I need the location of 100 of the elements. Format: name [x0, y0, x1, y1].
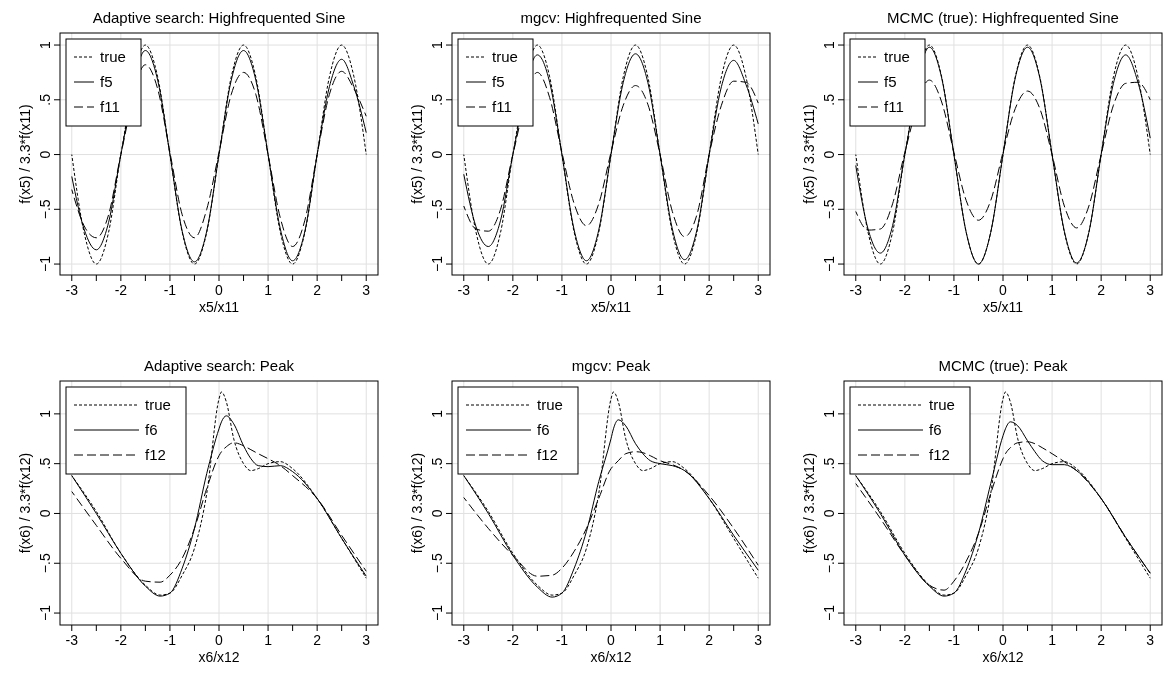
chart-title: MCMC (true): Highfrequented Sine	[887, 9, 1119, 26]
y-axis-title: f(x5) / 3.3*f(x11)	[17, 104, 33, 204]
x-tick-label: -2	[898, 282, 912, 298]
y-tick-label: 0	[821, 150, 837, 159]
x-tick-label: -1	[163, 632, 177, 648]
y-tick-label: −.5	[429, 199, 445, 220]
y-tick-label: 1	[37, 40, 53, 49]
x-tick-label: 0	[999, 282, 1008, 298]
y-tick-label: .5	[821, 457, 837, 470]
x-axis-title: x6/x12	[198, 649, 240, 665]
x-tick-label: -2	[898, 632, 912, 648]
legend-label: true	[929, 396, 955, 413]
y-tick-label: −1	[37, 255, 53, 273]
legend-label: f11	[100, 98, 120, 115]
y-tick-label: .5	[429, 457, 445, 470]
x-tick-label: 0	[607, 282, 616, 298]
y-axis-title: f(x5) / 3.3*f(x11)	[409, 104, 425, 204]
x-tick-label: -2	[506, 282, 520, 298]
y-tick-label: 1	[37, 409, 53, 418]
x-tick-label: 3	[362, 282, 371, 298]
legend-label: f6	[537, 421, 550, 438]
x-axis-title: x5/x11	[982, 299, 1024, 315]
x-axis-title: x6/x12	[590, 649, 632, 665]
y-tick-label: 1	[821, 40, 837, 49]
y-tick-label: −.5	[821, 199, 837, 220]
y-axis-title: f(x5) / 3.3*f(x11)	[801, 104, 817, 204]
legend-label: true	[492, 48, 518, 65]
x-tick-label: 1	[656, 282, 665, 298]
legend-label: f12	[145, 446, 166, 463]
x-axis-title: x6/x12	[982, 649, 1024, 665]
y-tick-label: −.5	[821, 553, 837, 574]
x-tick-label: -2	[114, 282, 128, 298]
y-tick-label: .5	[37, 93, 53, 106]
x-tick-label: -3	[849, 282, 863, 298]
y-tick-label: .5	[429, 93, 445, 106]
x-tick-label: -3	[65, 282, 79, 298]
x-tick-label: 0	[607, 632, 616, 648]
legend-label: f6	[145, 421, 158, 438]
x-tick-label: 3	[1146, 282, 1155, 298]
x-tick-label: 3	[754, 282, 763, 298]
legend-label: true	[145, 396, 171, 413]
y-tick-label: −.5	[429, 553, 445, 574]
y-tick-label: −.5	[37, 553, 53, 574]
legend-label: f11	[884, 98, 904, 115]
x-tick-label: 1	[656, 632, 665, 648]
x-tick-label: 2	[313, 282, 322, 298]
legend-label: f11	[492, 98, 512, 115]
x-tick-label: -3	[457, 632, 471, 648]
x-axis-title: x5/x11	[198, 299, 240, 315]
x-tick-label: 2	[1097, 632, 1106, 648]
x-tick-label: 2	[705, 632, 714, 648]
legend-label: f12	[537, 446, 558, 463]
y-tick-label: 1	[429, 40, 445, 49]
chart-title: Adaptive search: Highfrequented Sine	[92, 9, 346, 26]
y-tick-label: −1	[37, 604, 53, 622]
y-tick-label: 0	[37, 509, 53, 518]
y-tick-label: −1	[429, 604, 445, 622]
y-tick-label: .5	[37, 457, 53, 470]
legend-label: f5	[100, 73, 113, 90]
y-axis-title: f(x6) / 3.3*f(x12)	[17, 452, 33, 554]
y-axis-title: f(x6) / 3.3*f(x12)	[801, 452, 817, 554]
x-tick-label: -1	[555, 632, 569, 648]
chart-title: Adaptive search: Peak	[143, 357, 295, 374]
x-axis-title: x5/x11	[590, 299, 632, 315]
x-tick-label: 3	[754, 632, 763, 648]
y-axis-title: f(x6) / 3.3*f(x12)	[409, 452, 425, 554]
x-tick-label: -1	[555, 282, 569, 298]
y-tick-label: 0	[821, 509, 837, 518]
legend-label: f12	[929, 446, 950, 463]
x-tick-label: 0	[215, 632, 224, 648]
y-tick-label: −1	[429, 255, 445, 273]
x-tick-label: 1	[1048, 632, 1057, 648]
x-tick-label: -1	[163, 282, 177, 298]
legend-label: f5	[492, 73, 505, 90]
y-tick-label: 0	[37, 150, 53, 159]
y-tick-label: .5	[821, 93, 837, 106]
x-tick-label: 3	[1146, 632, 1155, 648]
x-tick-label: -2	[114, 632, 128, 648]
x-tick-label: -3	[65, 632, 79, 648]
x-tick-label: -1	[947, 282, 961, 298]
x-tick-label: -2	[506, 632, 520, 648]
x-tick-label: 3	[362, 632, 371, 648]
legend-label: true	[884, 48, 910, 65]
x-tick-label: 2	[1097, 282, 1106, 298]
y-tick-label: −.5	[37, 199, 53, 220]
legend-label: f6	[929, 421, 942, 438]
y-tick-label: −1	[821, 604, 837, 622]
x-tick-label: 1	[264, 282, 273, 298]
x-tick-label: 2	[313, 632, 322, 648]
legend-label: true	[100, 48, 126, 65]
legend-label: true	[537, 396, 563, 413]
chart-title: MCMC (true): Peak	[938, 357, 1069, 374]
y-tick-label: −1	[821, 255, 837, 273]
y-tick-label: 0	[429, 150, 445, 159]
x-tick-label: 0	[215, 282, 224, 298]
legend-label: f5	[884, 73, 897, 90]
x-tick-label: -3	[849, 632, 863, 648]
chart-title: mgcv: Highfrequented Sine	[520, 9, 702, 26]
x-tick-label: -1	[947, 632, 961, 648]
x-tick-label: 2	[705, 282, 714, 298]
